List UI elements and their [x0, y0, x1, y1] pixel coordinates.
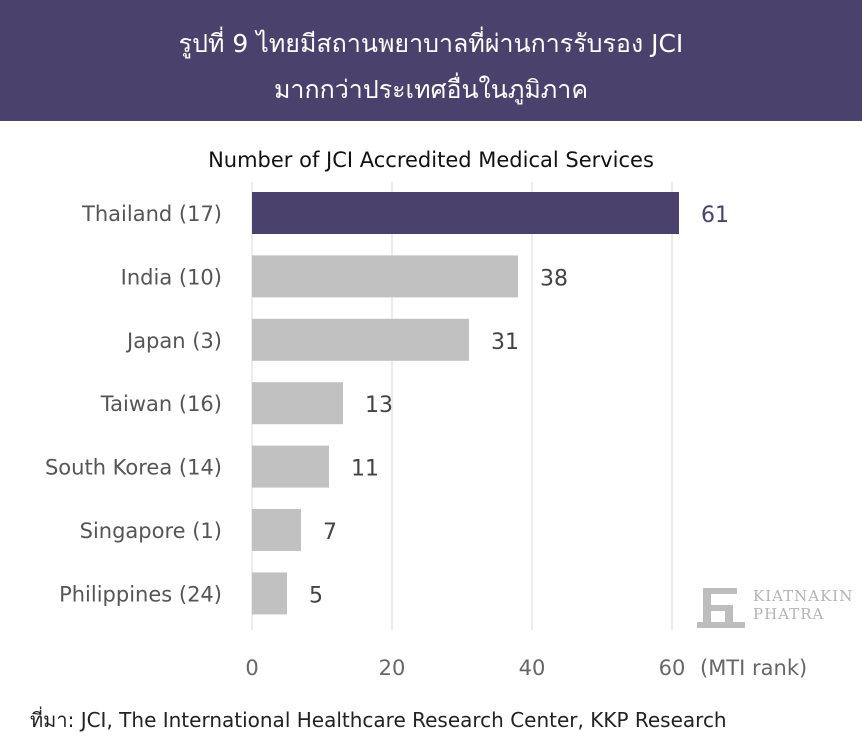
- header-title-line1: รูปที่ 9 ไทยมีสถานพยาบาลที่ผ่านการรับรอง…: [178, 29, 684, 58]
- x-axis-label: (MTI rank): [700, 656, 807, 680]
- chart-title: Number of JCI Accredited Medical Service…: [208, 148, 654, 172]
- x-tick-label: 60: [659, 656, 686, 680]
- kiatnakin-phatra-logo: KIATNAKIN PHATRA: [697, 585, 862, 630]
- bar: [252, 382, 343, 425]
- data-label: 5: [309, 583, 323, 608]
- data-label: 61: [701, 203, 729, 228]
- x-tick-label: 40: [519, 656, 546, 680]
- category-label: Thailand (17): [81, 202, 222, 226]
- x-tick-label: 0: [245, 656, 258, 680]
- header-title-line2: มากกว่าประเทศอื่นในภูมิภาค: [273, 75, 589, 104]
- bar: [252, 445, 329, 488]
- data-label: 13: [365, 393, 393, 418]
- data-label: 7: [323, 520, 337, 545]
- logo-text-line2: PHATRA: [753, 605, 825, 623]
- x-tick-label: 20: [379, 656, 406, 680]
- bar: [252, 255, 518, 298]
- bar-chart: 61 Thailand (17) 38 India (10) 31 Japan (3) 13…: [45, 182, 807, 680]
- logo-text-line1: KIATNAKIN: [753, 587, 854, 605]
- bar: [252, 318, 469, 361]
- data-label: 31: [491, 330, 519, 355]
- data-label: 38: [540, 266, 568, 291]
- logo-mark-icon: [697, 588, 745, 628]
- category-label: Philippines (24): [59, 582, 222, 606]
- bar: [252, 192, 679, 234]
- category-label: Singapore (1): [80, 519, 222, 543]
- category-label: Taiwan (16): [100, 392, 222, 416]
- bar: [252, 509, 301, 551]
- data-label: 11: [351, 457, 379, 482]
- bar: [252, 572, 287, 615]
- source-note: ที่มา: JCI, The International Healthcare…: [30, 708, 727, 732]
- category-label: India (10): [121, 265, 222, 289]
- category-label: South Korea (14): [45, 456, 222, 480]
- category-label: Japan (3): [125, 329, 222, 353]
- header-banner: รูปที่ 9 ไทยมีสถานพยาบาลที่ผ่านการรับรอง…: [0, 0, 862, 121]
